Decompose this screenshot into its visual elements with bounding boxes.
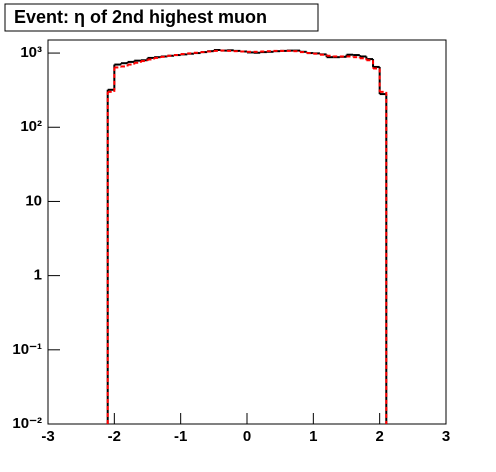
x-tick-label: -2 bbox=[108, 428, 121, 445]
x-tick-label: 0 bbox=[243, 428, 251, 445]
y-tick-label: 10⁻¹ bbox=[12, 341, 42, 358]
x-tick-label: 3 bbox=[442, 428, 450, 445]
y-tick-label: 10⁻² bbox=[12, 415, 42, 432]
title-box bbox=[4, 3, 319, 32]
chart-title: Event: η of 2nd highest muon bbox=[14, 7, 267, 27]
x-tick-label: 2 bbox=[375, 428, 383, 445]
y-tick-label: 1 bbox=[34, 267, 42, 284]
y-tick-label: 10 bbox=[25, 192, 42, 209]
y-tick-label: 10³ bbox=[20, 44, 42, 61]
x-tick-label: 1 bbox=[309, 428, 317, 445]
x-tick-label: -1 bbox=[174, 428, 187, 445]
y-tick-label: 10² bbox=[20, 118, 42, 135]
x-tick-label: -3 bbox=[41, 428, 54, 445]
